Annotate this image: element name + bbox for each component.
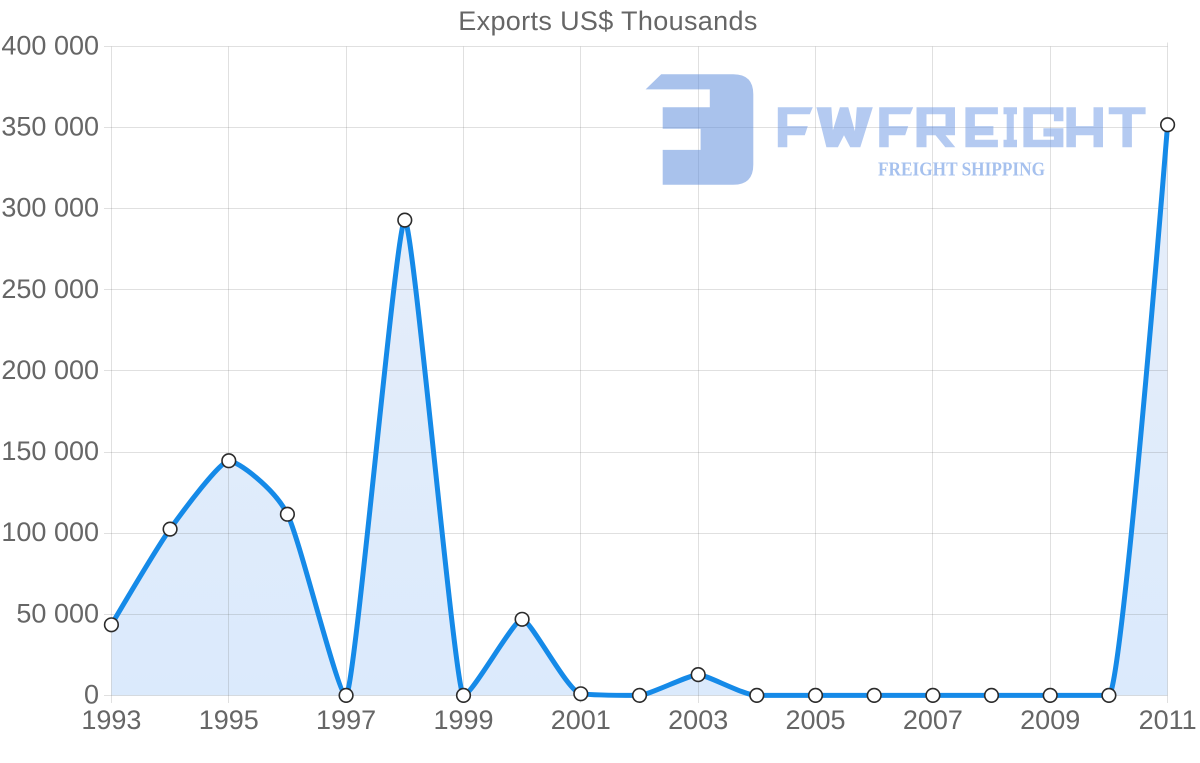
svg-text:1995: 1995 xyxy=(199,705,259,735)
svg-text:100 000: 100 000 xyxy=(1,517,99,547)
svg-text:350 000: 350 000 xyxy=(1,112,99,142)
svg-text:2001: 2001 xyxy=(551,705,611,735)
svg-text:200 000: 200 000 xyxy=(1,355,99,385)
svg-text:250 000: 250 000 xyxy=(1,274,99,304)
svg-text:1999: 1999 xyxy=(433,705,493,735)
svg-text:400 000: 400 000 xyxy=(1,31,99,61)
svg-text:2003: 2003 xyxy=(668,705,728,735)
svg-text:Exports US$ Thousands: Exports US$ Thousands xyxy=(458,6,758,36)
svg-text:300 000: 300 000 xyxy=(1,193,99,223)
svg-text:FREIGHT SHIPPING: FREIGHT SHIPPING xyxy=(878,159,1045,181)
svg-text:2011: 2011 xyxy=(1139,705,1197,735)
svg-text:2007: 2007 xyxy=(903,705,963,735)
svg-text:0: 0 xyxy=(84,679,99,709)
svg-text:50 000: 50 000 xyxy=(16,598,99,628)
svg-text:1997: 1997 xyxy=(316,705,376,735)
svg-text:2005: 2005 xyxy=(785,705,845,735)
svg-text:1993: 1993 xyxy=(81,705,141,735)
svg-text:2009: 2009 xyxy=(1020,705,1080,735)
svg-text:150 000: 150 000 xyxy=(1,436,99,466)
